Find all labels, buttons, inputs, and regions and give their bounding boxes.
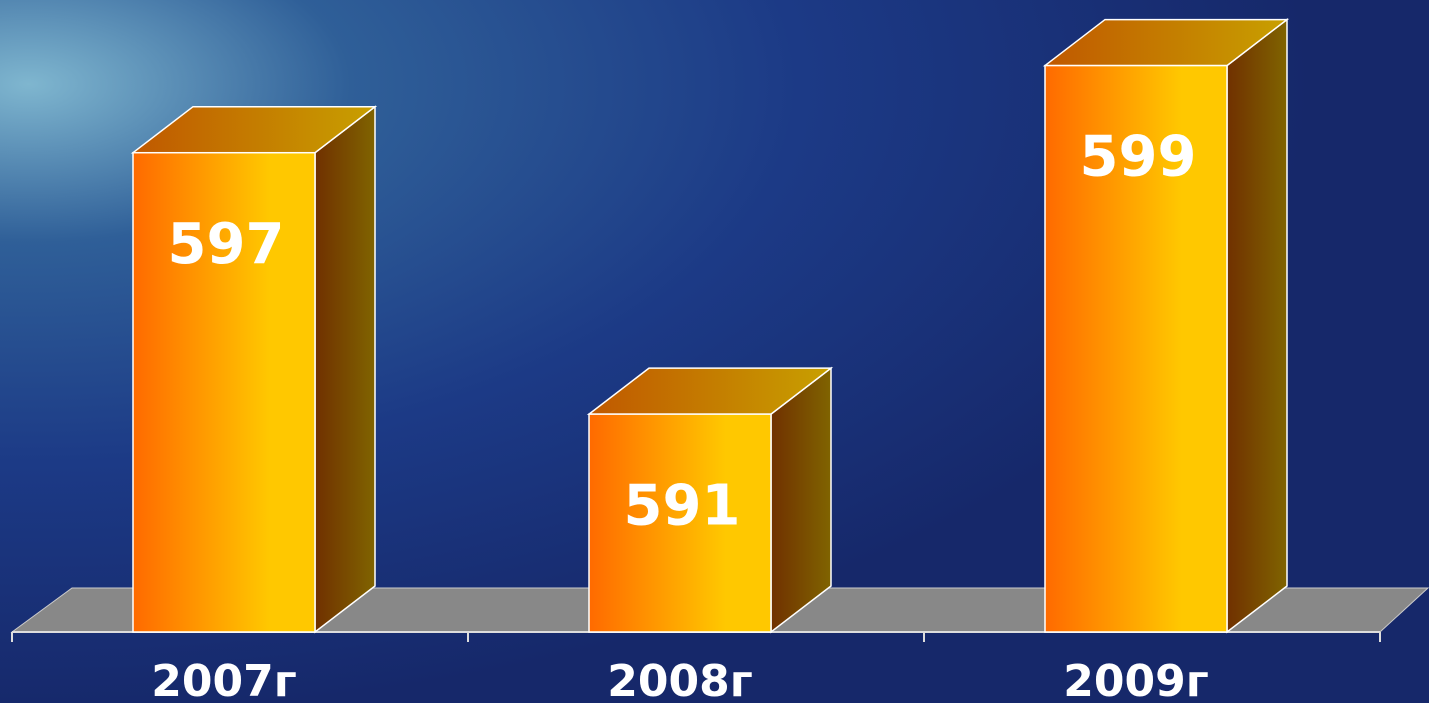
value-label: 599 xyxy=(1080,125,1197,190)
bar-side xyxy=(1227,20,1287,632)
page: 2007г5972008г5912009г599 (() => { const … xyxy=(0,0,1429,703)
x-tick-label: 2008г xyxy=(607,656,752,703)
x-tick-label: 2009г xyxy=(1063,656,1208,703)
value-label: 591 xyxy=(624,473,741,538)
value-label: 597 xyxy=(168,212,285,277)
chart: 2007г 597 2008г 591 2009г 599 xyxy=(0,0,1429,703)
x-tick-label: 2007г xyxy=(151,656,296,703)
bar-side xyxy=(315,107,375,632)
